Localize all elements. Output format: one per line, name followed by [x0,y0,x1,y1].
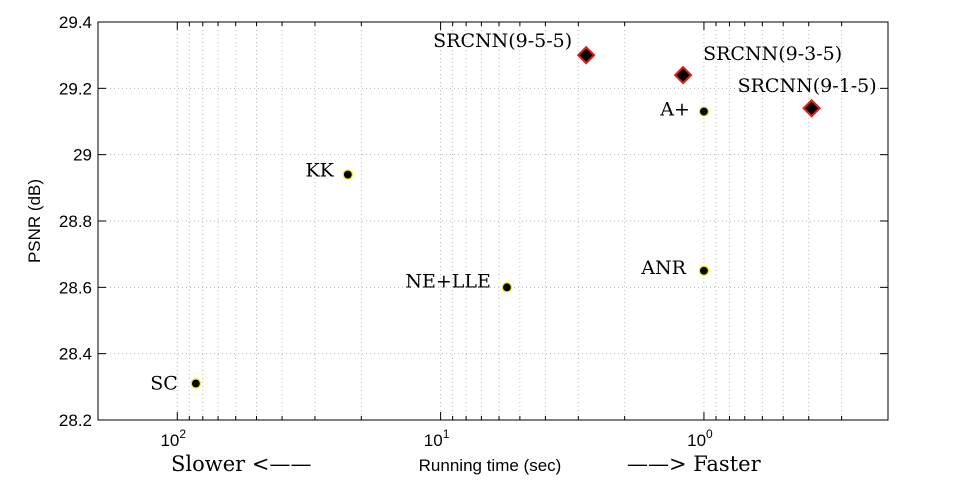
x-axis-label: Running time (sec) [419,456,562,475]
slower-note: Slower <—— [171,452,311,476]
y-tick-label: 29 [73,146,92,165]
point-label: SRCNN(9-5-5) [433,30,572,52]
circle-marker [342,169,353,180]
diamond-marker [673,65,693,85]
y-tick-label: 28.8 [59,212,92,231]
point-label: SC [150,373,178,395]
y-tick-label: 28.4 [59,345,92,364]
data-points: SC KK NE+LLE ANR A+ SRCNN(9-5-5) SRCNN(9-3-5) S… [150,30,876,394]
circle-marker [501,282,513,293]
y-tick-label: 29.2 [59,79,92,98]
x-tick-label: 102 [160,427,186,450]
faster-note: ——> Faster [627,452,762,476]
y-tick-label: 29.4 [59,13,92,32]
circle-marker [698,265,710,276]
x-tick-label: 101 [424,427,450,450]
x-tick-label: 100 [687,427,713,450]
point-label: KK [305,160,334,182]
diamond-marker [576,45,596,65]
y-axis-label: PSNR (dB) [25,179,44,263]
diamond-marker [802,98,822,118]
axis-ticks: 28.2 28.4 28.6 28.8 29 29.2 29.4 102 101 100 [59,13,888,450]
point-label: SRCNN(9-1-5) [738,75,877,97]
point-label: ANR [640,257,686,279]
y-tick-label: 28.6 [59,278,92,297]
point-label: NE+LLE [405,270,491,292]
circle-marker [190,378,201,389]
point-label: SRCNN(9-3-5) [703,43,842,65]
y-tick-label: 28.2 [59,411,92,430]
point-label: A+ [659,99,690,121]
circle-marker [698,106,710,117]
